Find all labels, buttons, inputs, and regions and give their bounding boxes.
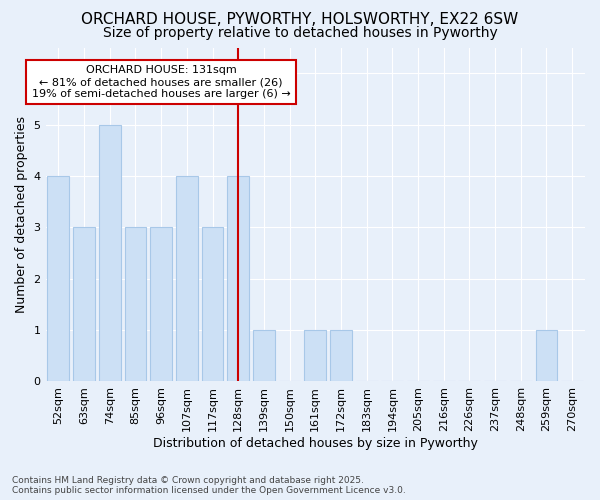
Bar — [202, 228, 223, 382]
Bar — [536, 330, 557, 382]
Bar — [99, 124, 121, 382]
Bar — [47, 176, 70, 382]
Text: Size of property relative to detached houses in Pyworthy: Size of property relative to detached ho… — [103, 26, 497, 40]
Bar — [330, 330, 352, 382]
Bar — [253, 330, 275, 382]
Bar — [73, 228, 95, 382]
Bar — [150, 228, 172, 382]
Text: Contains HM Land Registry data © Crown copyright and database right 2025.
Contai: Contains HM Land Registry data © Crown c… — [12, 476, 406, 495]
Bar — [176, 176, 198, 382]
X-axis label: Distribution of detached houses by size in Pyworthy: Distribution of detached houses by size … — [153, 437, 478, 450]
Text: ORCHARD HOUSE, PYWORTHY, HOLSWORTHY, EX22 6SW: ORCHARD HOUSE, PYWORTHY, HOLSWORTHY, EX2… — [82, 12, 518, 28]
Bar — [125, 228, 146, 382]
Text: ORCHARD HOUSE: 131sqm
← 81% of detached houses are smaller (26)
19% of semi-deta: ORCHARD HOUSE: 131sqm ← 81% of detached … — [32, 66, 290, 98]
Bar — [227, 176, 249, 382]
Y-axis label: Number of detached properties: Number of detached properties — [15, 116, 28, 313]
Bar — [304, 330, 326, 382]
